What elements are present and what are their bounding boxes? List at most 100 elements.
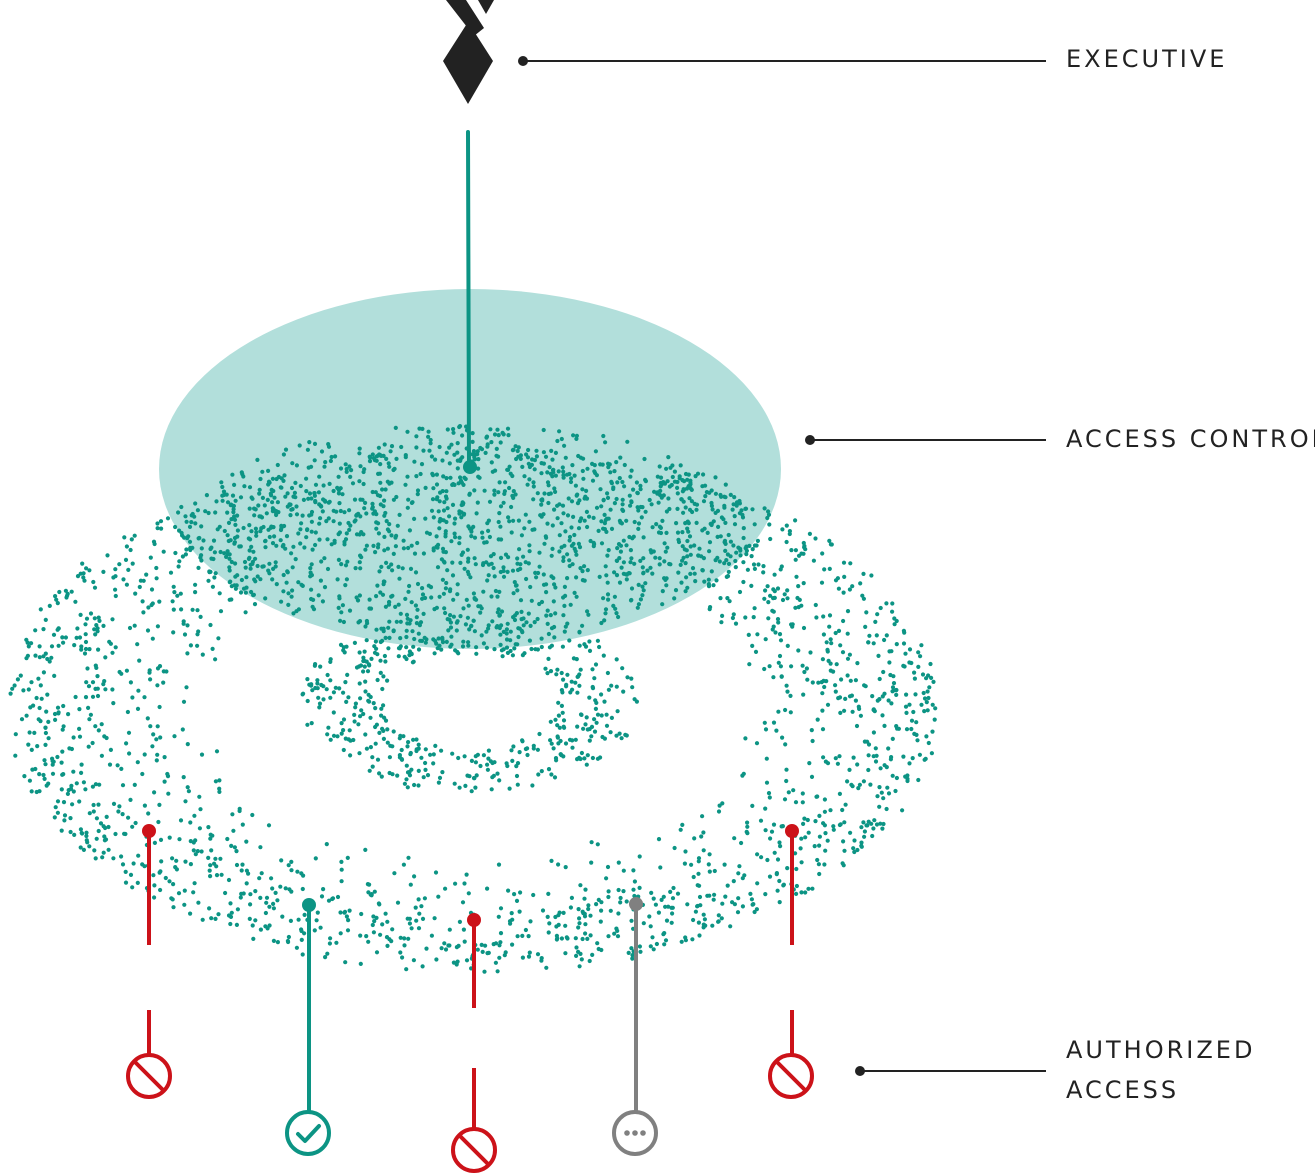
population-dot <box>903 774 908 779</box>
population-dot <box>445 617 450 622</box>
population-dot <box>585 753 590 758</box>
population-dot <box>882 763 887 768</box>
population-dot <box>398 619 403 624</box>
population-dot <box>526 461 531 466</box>
population-dot <box>641 535 646 540</box>
population-dot <box>529 646 534 652</box>
population-dot <box>602 512 607 518</box>
population-dot <box>763 828 768 833</box>
population-dot <box>402 654 407 659</box>
population-dot <box>813 819 818 824</box>
population-dot <box>750 803 755 809</box>
population-dot <box>234 849 239 854</box>
population-dot <box>444 476 449 481</box>
population-dot <box>111 856 116 861</box>
population-dot <box>126 815 131 820</box>
population-dot <box>96 802 101 807</box>
population-dot <box>904 692 909 697</box>
population-dot <box>606 597 611 602</box>
population-dot <box>317 701 323 706</box>
population-dot <box>402 781 407 786</box>
check-icon <box>285 1110 331 1156</box>
population-dot <box>247 523 252 528</box>
population-dot <box>430 497 436 502</box>
population-dot <box>842 708 847 713</box>
population-dot <box>552 635 557 640</box>
population-dot <box>603 611 608 616</box>
population-dot <box>455 450 460 455</box>
population-dot <box>595 638 601 643</box>
population-dot <box>286 863 291 868</box>
population-dot <box>376 471 381 476</box>
population-dot <box>877 676 882 682</box>
population-dot <box>550 523 555 528</box>
population-dot <box>650 525 655 530</box>
population-dot <box>420 592 426 597</box>
population-dot <box>487 534 492 540</box>
population-dot <box>502 953 507 958</box>
population-dot <box>383 604 388 609</box>
population-dot <box>902 664 907 669</box>
population-dot <box>670 911 675 916</box>
population-dot <box>574 953 579 959</box>
population-dot <box>289 485 295 491</box>
population-dot <box>47 659 52 664</box>
population-dot <box>619 565 624 570</box>
authorized-access-leader <box>855 1066 1046 1076</box>
population-dot <box>302 912 307 918</box>
population-dot <box>398 611 403 616</box>
population-dot <box>484 560 489 565</box>
population-dot <box>748 891 753 897</box>
population-dot <box>378 462 383 467</box>
population-dot <box>780 527 785 532</box>
population-dot <box>722 503 727 508</box>
population-dot <box>83 639 89 645</box>
population-dot <box>506 515 511 520</box>
population-dot <box>396 654 401 659</box>
population-dot <box>634 480 640 485</box>
population-dot <box>795 595 800 601</box>
population-dot <box>580 623 585 628</box>
population-dot <box>270 541 276 546</box>
population-dot <box>137 658 142 663</box>
population-dot <box>207 868 212 873</box>
population-dot <box>491 565 496 571</box>
population-dot <box>472 488 477 493</box>
population-dot <box>690 937 695 942</box>
population-dot <box>142 695 147 700</box>
population-dot <box>317 537 322 542</box>
population-dot <box>423 485 428 490</box>
population-dot <box>68 786 74 792</box>
population-dot <box>283 886 288 891</box>
population-dot <box>367 768 372 773</box>
population-dot <box>925 689 930 694</box>
population-dot <box>507 485 512 491</box>
population-dot <box>549 772 554 777</box>
population-dot <box>290 565 295 570</box>
population-dot <box>444 580 449 586</box>
population-dot <box>697 546 702 551</box>
population-dot <box>363 679 368 684</box>
population-dot <box>451 430 456 435</box>
population-dot <box>762 666 767 672</box>
population-dot <box>555 516 560 521</box>
population-dot <box>328 458 333 464</box>
population-dot <box>278 527 284 533</box>
population-dot <box>791 788 796 793</box>
population-dot <box>788 710 793 715</box>
population-dot <box>909 718 915 723</box>
population-dot <box>785 643 790 649</box>
population-dot <box>326 500 331 505</box>
population-dot <box>601 433 606 439</box>
population-dot <box>535 616 540 622</box>
population-dot <box>227 565 232 570</box>
population-dot <box>409 600 414 605</box>
population-dot <box>525 746 530 751</box>
population-dot <box>199 752 205 757</box>
population-dot <box>292 490 297 495</box>
population-dot <box>434 497 439 502</box>
population-dot <box>400 566 405 571</box>
population-dot <box>504 645 510 650</box>
population-dot <box>631 487 636 492</box>
population-dot <box>694 507 699 512</box>
